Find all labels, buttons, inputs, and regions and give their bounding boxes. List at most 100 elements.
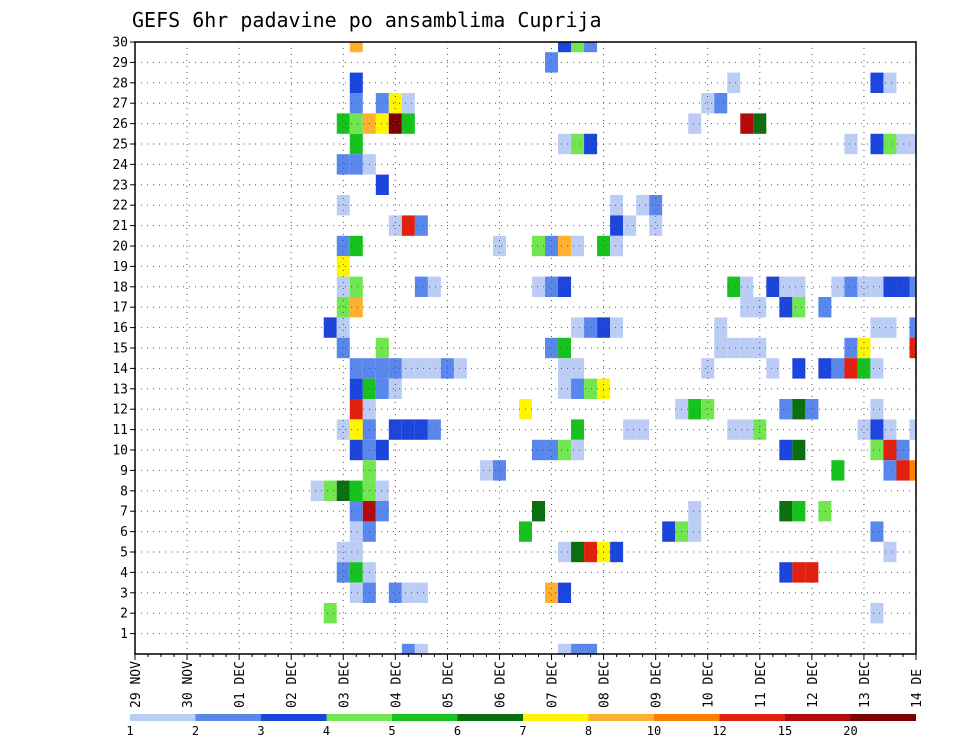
heatmap-cell (870, 399, 884, 420)
heatmap-cell (349, 235, 363, 257)
x-tick-label: 11 DEC (754, 661, 769, 708)
y-tick-label: 23 (112, 178, 128, 193)
heatmap-cell (584, 643, 598, 654)
heatmap-cell (740, 337, 754, 359)
heatmap-cell (740, 113, 754, 134)
y-tick-label: 11 (112, 423, 128, 438)
heatmap-cell (375, 93, 389, 114)
x-tick-label: 14 DE (910, 669, 925, 708)
heatmap-cell (545, 276, 559, 297)
heatmap-cell (558, 541, 572, 563)
x-tick-label: 06 DEC (493, 661, 508, 708)
heatmap-cell (479, 460, 493, 481)
y-tick-label: 12 (112, 403, 128, 418)
heatmap-cell (805, 562, 819, 583)
heatmap-cell (584, 378, 598, 399)
heatmap-cell (532, 501, 546, 522)
heatmap-cell (727, 337, 741, 359)
heatmap-cell (323, 317, 337, 338)
heatmap-cell (336, 195, 350, 216)
heatmap-cell (375, 174, 389, 195)
heatmap-cell (388, 358, 402, 379)
colorbar-tick-label: 20 (843, 724, 857, 738)
heatmap-cell (688, 113, 702, 134)
heatmap-cell (727, 276, 741, 297)
heatmap-cell (492, 460, 506, 481)
y-tick-label: 20 (112, 240, 128, 255)
heatmap-cell (349, 72, 363, 93)
heatmap-cell (571, 439, 585, 461)
heatmap-cell (688, 399, 702, 420)
heatmap-cell (636, 419, 650, 440)
heatmap-cell (349, 297, 363, 318)
heatmap-cell (571, 42, 585, 53)
heatmap-cell (375, 501, 389, 522)
heatmap-cell (388, 93, 402, 114)
colorbar-swatch (654, 714, 720, 721)
colorbar-tick-label: 3 (257, 724, 264, 738)
heatmap-cell (401, 113, 415, 134)
y-tick-label: 16 (112, 321, 128, 336)
heatmap-cell (870, 133, 884, 155)
heatmap-cell (792, 399, 806, 420)
x-tick-label: 30 NOV (181, 661, 196, 708)
y-tick-label: 19 (112, 260, 128, 275)
heatmap-cell (714, 317, 728, 338)
heatmap-cell (792, 297, 806, 318)
heatmap-cell (414, 276, 428, 297)
heatmap-cell (571, 317, 585, 338)
colorbar-tick-label: 12 (712, 724, 726, 738)
x-tick-label: 09 DEC (650, 661, 665, 708)
y-tick-label: 27 (112, 97, 128, 112)
y-tick-label: 30 (112, 36, 128, 51)
heatmap-cell (388, 378, 402, 399)
heatmap-cell (779, 276, 793, 297)
heatmap-cell (349, 42, 363, 53)
heatmap-cell (349, 501, 363, 522)
heatmap-cell (427, 419, 441, 440)
heatmap-cell (336, 113, 350, 134)
heatmap-cell (805, 399, 819, 420)
x-tick-label: 13 DEC (858, 661, 873, 708)
heatmap-cell (558, 337, 572, 359)
heatmap-cell (779, 439, 793, 461)
y-tick-label: 8 (120, 484, 128, 499)
colorbar-swatch (719, 714, 785, 721)
heatmap-cell (388, 215, 402, 236)
heatmap-cell (779, 562, 793, 583)
heatmap-cell (558, 133, 572, 155)
heatmap-cell (623, 215, 637, 236)
y-tick-label: 17 (112, 301, 128, 316)
y-tick-label: 18 (112, 280, 128, 295)
heatmap-cell (714, 337, 728, 359)
heatmap-cell (571, 358, 585, 379)
heatmap-cell (896, 439, 910, 461)
heatmap-cell (701, 399, 715, 420)
heatmap-cell (740, 276, 754, 297)
heatmap-cell (349, 93, 363, 114)
heatmap-cell (571, 133, 585, 155)
heatmap-cell (870, 317, 884, 338)
heatmap-cell (532, 439, 546, 461)
heatmap-cell (701, 93, 715, 114)
heatmap-cell (349, 399, 363, 420)
heatmap-cell (883, 460, 897, 481)
x-tick-label: 29 NOV (129, 661, 144, 708)
heatmap-cell (414, 582, 428, 603)
heatmap-cell (792, 276, 806, 297)
heatmap-cell (766, 276, 780, 297)
heatmap-cell (414, 643, 428, 654)
heatmap-cell (584, 133, 598, 155)
heatmap-cell (349, 276, 363, 297)
y-tick-label: 1 (120, 627, 128, 642)
y-tick-label: 26 (112, 117, 128, 132)
heatmap-cell (662, 521, 676, 542)
heatmap-cell (336, 480, 350, 501)
heatmap-cell (388, 113, 402, 134)
heatmap-cell (401, 215, 415, 236)
heatmap-cell (427, 276, 441, 297)
heatmap-cell (558, 276, 572, 297)
heatmap-cell (909, 460, 916, 481)
heatmap-cell (336, 562, 350, 583)
x-axis: 29 NOV 30 NOV 01 DEC 02 DEC 03 DEC 04 DEC 05 D… (129, 654, 925, 708)
